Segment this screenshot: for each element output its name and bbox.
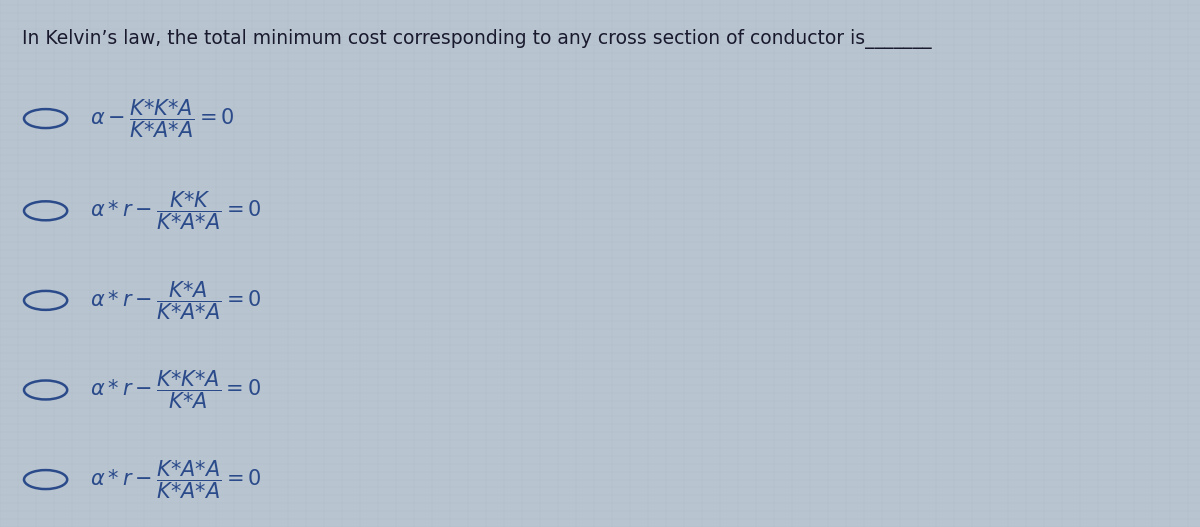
Text: $\alpha - \dfrac{K{*}K{*}A}{K{*}A{*}A} = 0$: $\alpha - \dfrac{K{*}K{*}A}{K{*}A{*}A} =… bbox=[90, 97, 235, 140]
Text: In Kelvin’s law, the total minimum cost corresponding to any cross section of co: In Kelvin’s law, the total minimum cost … bbox=[22, 29, 931, 49]
Text: $\alpha * r - \dfrac{K{*}K}{K{*}A{*}A} = 0$: $\alpha * r - \dfrac{K{*}K}{K{*}A{*}A} =… bbox=[90, 190, 262, 232]
Text: $\alpha * r - \dfrac{K{*}A}{K{*}A{*}A} = 0$: $\alpha * r - \dfrac{K{*}A}{K{*}A{*}A} =… bbox=[90, 279, 262, 321]
Text: $\alpha * r - \dfrac{K{*}K{*}A}{K{*}A} = 0$: $\alpha * r - \dfrac{K{*}K{*}A}{K{*}A} =… bbox=[90, 369, 262, 411]
Text: $\alpha * r - \dfrac{K{*}A{*}A}{K{*}A{*}A} = 0$: $\alpha * r - \dfrac{K{*}A{*}A}{K{*}A{*}… bbox=[90, 458, 262, 501]
